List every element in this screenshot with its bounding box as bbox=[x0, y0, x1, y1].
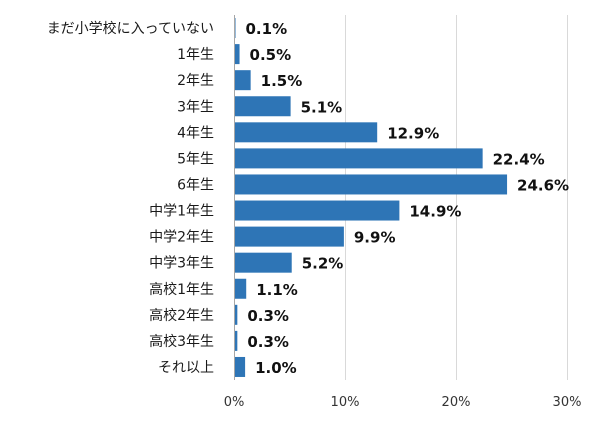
x-tick-label: 10% bbox=[331, 395, 360, 410]
x-tick-label: 30% bbox=[553, 395, 582, 410]
category-label: 6年生 bbox=[177, 177, 214, 193]
category-label: 1年生 bbox=[177, 47, 214, 63]
bar bbox=[234, 148, 483, 169]
bar bbox=[234, 226, 344, 247]
category-labels: まだ小学校に入っていない 1年生 2年生 3年生 4年生 5年生 6年生中学1年生中学2年生… bbox=[47, 20, 214, 376]
bar bbox=[234, 122, 378, 143]
bar bbox=[234, 278, 247, 299]
category-label: 中学3年生 bbox=[149, 256, 214, 272]
bar bbox=[234, 356, 246, 377]
x-axis-tick-labels: 0% 10% 20% 30% bbox=[224, 395, 582, 410]
value-label: 0.5% bbox=[250, 46, 292, 64]
value-label: 1.1% bbox=[256, 281, 298, 299]
bar bbox=[234, 252, 292, 273]
bars bbox=[234, 18, 508, 377]
category-label: 高校1年生 bbox=[149, 281, 214, 298]
value-label: 12.9% bbox=[387, 124, 439, 142]
x-tick-label: 20% bbox=[442, 395, 471, 410]
category-label: 2年生 bbox=[177, 73, 214, 89]
value-label: 0.1% bbox=[246, 20, 288, 38]
category-label: 4年生 bbox=[177, 125, 214, 141]
bar bbox=[234, 304, 238, 325]
gridlines bbox=[345, 15, 568, 380]
category-label: 中学2年生 bbox=[149, 230, 214, 246]
bar bbox=[234, 70, 251, 91]
bar bbox=[234, 330, 238, 351]
category-label: 高校3年生 bbox=[149, 333, 214, 350]
category-label: 中学1年生 bbox=[149, 204, 214, 220]
value-label: 14.9% bbox=[409, 203, 461, 221]
value-label: 0.3% bbox=[247, 307, 289, 325]
value-label: 1.0% bbox=[255, 359, 297, 377]
bar bbox=[234, 200, 400, 221]
category-label: まだ小学校に入っていない bbox=[47, 20, 214, 37]
category-label: 3年生 bbox=[177, 99, 214, 115]
value-label: 22.4% bbox=[493, 150, 545, 168]
value-labels: 0.1% 0.5% 1.5% 5.1% 12.9% 22.4% 24.6% 14.9% 9.9%… bbox=[246, 20, 570, 377]
bar bbox=[234, 174, 508, 195]
value-label: 5.2% bbox=[302, 255, 344, 273]
category-label: 高校2年生 bbox=[149, 307, 214, 324]
value-label: 0.3% bbox=[247, 333, 289, 351]
category-label: それ以上 bbox=[158, 360, 214, 376]
value-label: 5.1% bbox=[301, 98, 343, 116]
x-tick-label: 0% bbox=[224, 395, 245, 410]
category-label: 5年生 bbox=[177, 151, 214, 167]
value-label: 1.5% bbox=[261, 72, 303, 90]
value-label: 24.6% bbox=[517, 176, 569, 194]
bar bbox=[234, 44, 240, 65]
value-label: 9.9% bbox=[354, 229, 396, 247]
bar bbox=[234, 96, 291, 117]
